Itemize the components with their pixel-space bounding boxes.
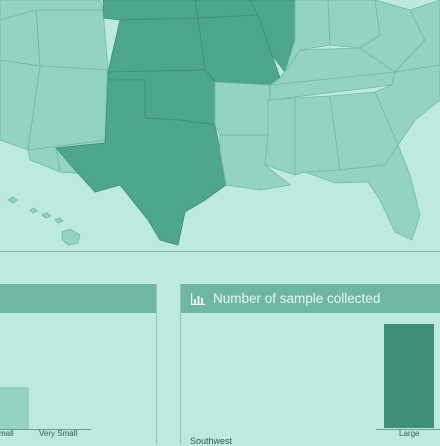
state-utah-region[interactable]	[27, 65, 109, 151]
state-florida[interactable]	[304, 144, 421, 241]
us-map-svg	[0, 0, 440, 246]
right-panel-title: Number of sample collected	[213, 291, 381, 306]
state-arkansas[interactable]	[214, 81, 271, 136]
right-x-axis	[376, 429, 440, 430]
us-map[interactable]	[0, 0, 440, 250]
left-chart-area: mall Very Small	[0, 313, 156, 444]
right-chart-area: Large Southwest	[181, 313, 440, 446]
map-divider	[0, 251, 440, 252]
state-hawaii-island-3[interactable]	[41, 212, 52, 219]
left-x-axis	[0, 429, 91, 430]
state-indiana[interactable]	[284, 0, 331, 73]
tick-label-very-small: Very Small	[39, 429, 78, 438]
state-hawaii-island-5[interactable]	[61, 228, 81, 246]
state-hawaii-island-1[interactable]	[7, 196, 18, 204]
left-chart-panel: mall Very Small	[0, 284, 157, 444]
right-chart-panel: Number of sample collected Large Southwe…	[180, 284, 440, 446]
right-panel-header: Number of sample collected	[181, 284, 440, 313]
bar-chart-icon	[191, 292, 205, 305]
state-nebraska[interactable]	[102, 0, 199, 21]
state-carolinas[interactable]	[374, 64, 440, 146]
bar-large[interactable]	[384, 324, 434, 428]
state-texas[interactable]	[55, 79, 227, 246]
state-virginia[interactable]	[393, 0, 440, 73]
state-hawaii-island-2[interactable]	[29, 207, 38, 214]
state-kansas[interactable]	[107, 17, 206, 73]
state-oregon-region[interactable]	[0, 9, 41, 67]
region-label: Southwest	[190, 436, 233, 446]
tick-label-large: Large	[399, 429, 420, 438]
bar-small[interactable]	[0, 387, 29, 429]
tick-label-small: mall	[0, 429, 14, 438]
state-hawaii-island-4[interactable]	[54, 217, 64, 224]
state-mississippi[interactable]	[264, 97, 296, 176]
left-panel-header	[0, 284, 156, 313]
state-idaho-region[interactable]	[35, 9, 109, 71]
